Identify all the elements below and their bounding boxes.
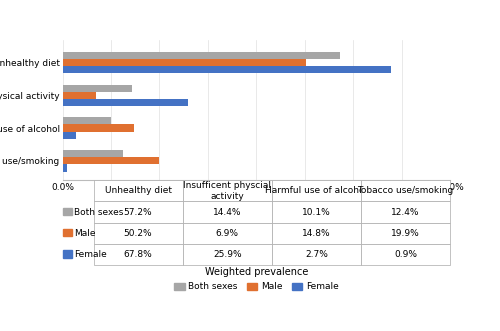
Bar: [62, 124, 134, 132]
Bar: [62, 229, 72, 236]
Bar: [62, 59, 306, 66]
Bar: [62, 52, 340, 59]
Legend: Both sexes, Male, Female: Both sexes, Male, Female: [170, 279, 342, 295]
Text: Male: Male: [74, 229, 96, 238]
Bar: [62, 92, 96, 99]
Bar: [62, 117, 112, 124]
Bar: [62, 150, 122, 157]
Bar: [62, 165, 67, 171]
Text: Weighted prevalence: Weighted prevalence: [204, 267, 308, 277]
Bar: [62, 66, 391, 73]
Text: Female: Female: [74, 250, 107, 259]
Bar: [62, 157, 159, 165]
Bar: [62, 208, 72, 215]
Bar: [62, 132, 76, 139]
Bar: [62, 250, 72, 258]
Text: Both sexes: Both sexes: [74, 208, 124, 216]
Bar: [62, 84, 132, 92]
Bar: [62, 99, 188, 106]
